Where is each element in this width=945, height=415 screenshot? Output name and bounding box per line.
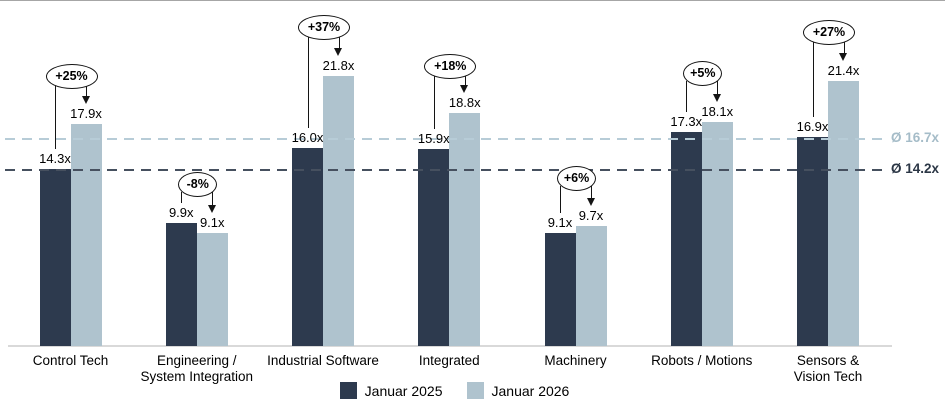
category-label: Sensors & Vision Tech — [793, 353, 863, 384]
delta-badge: -8% — [178, 172, 218, 197]
average-line-label-2025: Ø 14.2x — [891, 161, 940, 177]
delta-arrow-line — [843, 40, 845, 53]
legend-item-januar-2025: Januar 2025 — [339, 382, 443, 399]
legend-item-januar-2026: Januar 2026 — [466, 382, 570, 399]
bar-januar-2025 — [165, 223, 197, 346]
value-label-2025: 9.9x — [168, 205, 194, 221]
delta-arrow-head — [839, 52, 847, 61]
delta-arrow-head — [460, 85, 469, 94]
delta-arrow-line — [591, 186, 592, 198]
delta-arrow-line — [717, 81, 719, 94]
value-label-2025: 9.1x — [547, 215, 573, 231]
bar-januar-2026 — [70, 124, 102, 346]
legend: Januar 2025 Januar 2026 — [0, 382, 927, 399]
delta-connector-line — [686, 81, 688, 112]
average-line — [5, 138, 889, 141]
delta-badge: +37% — [298, 15, 350, 40]
delta-arrow-head — [334, 47, 342, 56]
delta-badge: +25% — [45, 64, 98, 89]
delta-connector-line — [560, 186, 561, 214]
bar-januar-2026 — [449, 113, 481, 346]
bar-januar-2026 — [701, 121, 733, 346]
delta-arrow-line — [464, 74, 466, 86]
category-label: Robots / Motions — [651, 353, 753, 368]
value-label-2025: 16.0x — [291, 129, 324, 145]
legend-label-januar-2025: Januar 2025 — [364, 382, 443, 399]
delta-arrow-head — [712, 93, 721, 102]
value-label-2026: 18.1x — [701, 103, 734, 119]
category-label: Engineering / System Integration — [140, 353, 254, 384]
bar-januar-2025 — [670, 131, 702, 346]
delta-connector-line — [433, 74, 435, 129]
delta-connector-line — [55, 84, 56, 149]
delta-arrow-head — [586, 197, 595, 206]
bar-januar-2025 — [39, 168, 71, 346]
average-line-label-2026: Ø 16.7x — [891, 130, 940, 146]
value-label-2026: 9.7x — [578, 207, 604, 223]
average-line — [5, 169, 889, 172]
value-label-2026: 17.9x — [70, 106, 102, 122]
bar-januar-2026 — [575, 225, 607, 346]
category-label: Industrial Software — [267, 353, 379, 368]
legend-swatch-januar-2025 — [339, 382, 357, 399]
value-label-2026: 21.8x — [322, 57, 355, 73]
value-label-2025: 16.9x — [796, 118, 829, 134]
delta-arrow-line — [86, 84, 87, 97]
bar-januar-2026 — [828, 80, 859, 346]
bar-januar-2025 — [418, 148, 450, 346]
delta-arrow-line — [338, 35, 340, 48]
x-axis-line — [8, 345, 892, 347]
value-label-2025: 15.9x — [417, 130, 450, 146]
value-label-2025: 17.3x — [670, 113, 703, 129]
value-label-2026: 18.8x — [448, 95, 481, 111]
legend-label-januar-2026: Januar 2026 — [491, 382, 570, 399]
category-label: Control Tech — [32, 353, 109, 368]
legend-swatch-januar-2026 — [466, 382, 484, 399]
delta-connector-line — [812, 40, 814, 117]
bar-januar-2025 — [292, 147, 323, 346]
value-label-2026: 9.1x — [199, 215, 225, 231]
bar-januar-2025 — [544, 233, 576, 346]
delta-connector-line — [307, 35, 309, 128]
category-label: Integrated — [418, 353, 480, 368]
delta-badge: +5% — [683, 61, 723, 86]
delta-connector-line — [181, 192, 183, 204]
value-label-2026: 21.4x — [827, 62, 860, 78]
delta-badge: +6% — [557, 166, 596, 191]
delta-badge: +27% — [803, 20, 855, 45]
bar-januar-2026 — [196, 233, 228, 346]
bar-januar-2025 — [797, 136, 828, 346]
delta-arrow-head — [207, 205, 216, 214]
delta-arrow-head — [81, 96, 90, 105]
category-label: Machinery — [544, 353, 607, 368]
delta-arrow-line — [212, 192, 214, 206]
delta-badge: +18% — [424, 54, 477, 79]
value-label-2025: 14.3x — [39, 150, 71, 166]
bar-januar-2026 — [323, 75, 354, 346]
